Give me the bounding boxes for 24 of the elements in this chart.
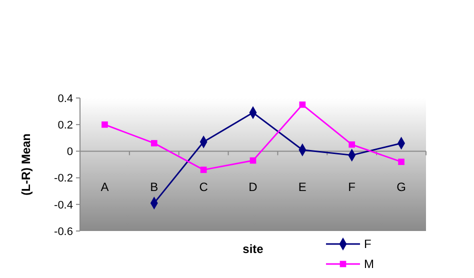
y-tick-label: -0.4	[54, 199, 73, 212]
y-tick-label: 0.4	[58, 92, 73, 105]
x-tick-label: A	[100, 180, 109, 194]
y-tick-label: 0.2	[58, 119, 73, 132]
x-tick-label: C	[199, 180, 208, 194]
y-tick-label: 0	[66, 146, 73, 158]
point	[250, 157, 256, 164]
y-tick-label: -0.6	[54, 226, 73, 238]
x-tick-label: B	[150, 180, 158, 194]
point	[102, 121, 108, 128]
x-tick-label: E	[298, 180, 306, 194]
legend-label: F	[364, 237, 372, 252]
y-tick-label: -0.2	[54, 172, 73, 185]
point	[348, 141, 356, 148]
point	[299, 101, 306, 108]
point	[150, 140, 158, 146]
x-axis-title: site	[242, 242, 264, 256]
x-tick-label: F	[348, 180, 356, 194]
legend-label: M	[364, 257, 374, 272]
y-axis-title: (L-R) Mean	[19, 134, 33, 196]
point	[398, 158, 404, 166]
x-tick-label: D	[248, 180, 258, 194]
point	[200, 166, 207, 173]
x-tick-label: G	[396, 180, 406, 194]
